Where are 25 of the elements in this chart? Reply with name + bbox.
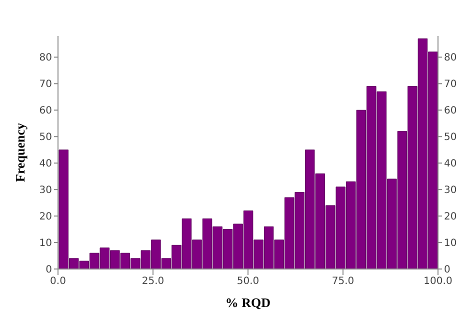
y2-tick-label: 10 <box>444 238 457 250</box>
y-tick-label: 80 <box>39 52 52 64</box>
x-axis-title: % RQD <box>225 295 271 310</box>
y-tick-label: 10 <box>39 238 52 250</box>
y-tick-label: 30 <box>39 185 52 196</box>
y2-tick-label: 20 <box>444 212 457 223</box>
y2-tick-label: 30 <box>444 185 457 196</box>
y-tick-label: 60 <box>39 106 52 117</box>
y2-tick-label: 0 <box>444 264 450 276</box>
x-tick-label: 75.0 <box>332 276 354 288</box>
y-tick-label: 70 <box>39 79 52 90</box>
y-tick-label: 40 <box>39 158 52 170</box>
x-tick-label: 0.0 <box>50 276 66 288</box>
y2-tick-label: 60 <box>444 106 457 117</box>
y-tick-label: 20 <box>39 212 52 223</box>
x-tick-label: 25.0 <box>142 276 164 288</box>
y2-tick-label: 70 <box>444 79 457 90</box>
y-tick-label: 0 <box>46 264 52 276</box>
y2-tick-label: 40 <box>444 158 457 170</box>
x-tick-label: 100.0 <box>424 276 452 288</box>
y-tick-label: 50 <box>39 132 52 144</box>
x-tick-label: 50.0 <box>236 276 260 288</box>
y2-tick-label: 50 <box>444 132 457 144</box>
y2-tick-label: 80 <box>444 52 457 64</box>
y-axis-title: Frequency <box>12 122 28 182</box>
